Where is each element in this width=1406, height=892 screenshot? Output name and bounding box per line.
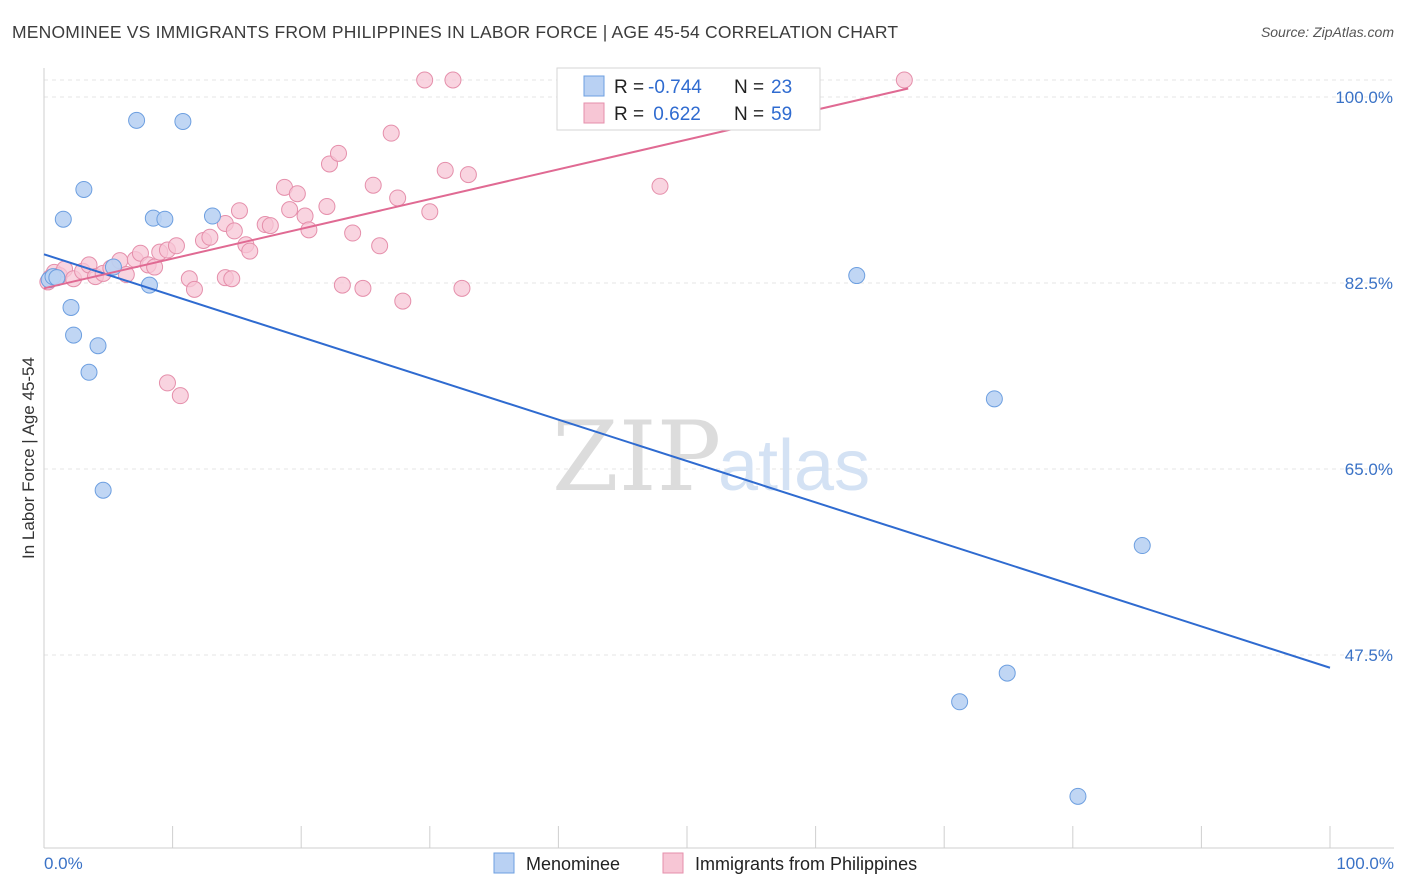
- philippines-point: [651, 177, 669, 195]
- menominee-point: [89, 337, 107, 355]
- philippines-point: [333, 276, 351, 294]
- y-tick-label: 65.0%: [1345, 460, 1393, 479]
- watermark-atlas: atlas: [718, 426, 870, 506]
- philippines-point: [421, 203, 439, 221]
- menominee-point: [80, 363, 98, 381]
- philippines-point: [344, 224, 362, 242]
- legend-r-label-1: R =: [614, 77, 644, 98]
- legend-r-value-2: 0.622: [648, 104, 701, 125]
- chart-title: MENOMINEE VS IMMIGRANTS FROM PHILIPPINES…: [12, 22, 899, 42]
- x-ticks: [43, 826, 1331, 848]
- menominee-point: [54, 210, 72, 228]
- menominee-point: [62, 298, 80, 316]
- menominee-point: [128, 111, 146, 129]
- philippines-point: [364, 176, 382, 194]
- y-tick-label: 47.5%: [1345, 646, 1393, 665]
- legend-swatch-menominee: [583, 75, 605, 97]
- y-tick-label: 100.0%: [1335, 88, 1393, 107]
- x-tick-label-max: 100.0%: [1336, 854, 1394, 873]
- philippines-point: [261, 217, 279, 235]
- y-axis-label: In Labor Force | Age 45-54: [19, 357, 38, 559]
- legend-n-value-1: 23: [771, 77, 792, 98]
- philippines-point: [223, 270, 241, 288]
- philippines-point: [131, 244, 149, 262]
- menominee-point: [848, 267, 866, 285]
- grid-lines: [44, 79, 1394, 656]
- philippines-point: [453, 279, 471, 297]
- philippines-point: [300, 221, 318, 239]
- legend-r-value-1: -0.744: [648, 77, 702, 98]
- philippines-point: [459, 166, 477, 184]
- menominee-point: [174, 112, 192, 130]
- series-legend: Menominee Immigrants from Philippines: [493, 852, 917, 874]
- philippines-point: [394, 292, 412, 310]
- bottom-legend-philippines: Immigrants from Philippines: [695, 854, 917, 874]
- y-tick-label: 82.5%: [1345, 274, 1393, 293]
- philippines-point: [444, 71, 462, 89]
- philippines-point: [354, 279, 372, 297]
- bottom-legend-menominee: Menominee: [526, 854, 620, 874]
- x-tick-label-min: 0.0%: [44, 854, 83, 873]
- philippines-point: [158, 374, 176, 392]
- bottom-legend-swatch-philippines: [662, 852, 684, 874]
- philippines-point: [329, 144, 347, 162]
- legend-r-label-2: R =: [614, 104, 644, 125]
- philippines-point: [281, 201, 299, 219]
- philippines-point: [185, 280, 203, 298]
- legend-swatch-philippines: [583, 102, 605, 124]
- menominee-points: [40, 111, 1151, 805]
- menominee-point: [951, 693, 969, 711]
- menominee-point: [156, 210, 174, 228]
- philippines-point: [389, 189, 407, 207]
- philippines-point: [171, 387, 189, 405]
- menominee-trend-line: [43, 253, 1331, 669]
- menominee-point: [203, 207, 221, 225]
- philippines-point: [167, 237, 185, 255]
- philippines-point: [201, 228, 219, 246]
- menominee-point: [998, 664, 1016, 682]
- menominee-point: [985, 390, 1003, 408]
- philippines-point: [318, 197, 336, 215]
- correlation-legend: R = -0.744 N = 23 R = 0.622 N = 59: [556, 67, 821, 131]
- legend-n-value-2: 59: [771, 104, 792, 125]
- axes: [43, 68, 1394, 849]
- trend-lines: [43, 87, 1331, 669]
- philippines-point: [241, 242, 259, 260]
- legend-n-label-1: N =: [734, 77, 764, 98]
- philippines-point: [230, 202, 248, 220]
- watermark-zip: ZIP: [552, 401, 721, 513]
- menominee-point: [1133, 537, 1151, 555]
- philippines-point: [225, 222, 243, 240]
- philippines-point: [416, 71, 434, 89]
- source-label: Source: ZipAtlas.com: [1260, 24, 1394, 40]
- philippines-point: [382, 124, 400, 142]
- legend-n-label-2: N =: [734, 104, 764, 125]
- bottom-legend-swatch-menominee: [493, 852, 515, 874]
- philippines-point: [436, 161, 454, 179]
- philippines-point: [895, 71, 913, 89]
- y-tick-labels: 100.0% 82.5% 65.0% 47.5%: [1335, 88, 1393, 665]
- menominee-point: [94, 481, 112, 499]
- philippines-point: [371, 237, 389, 255]
- menominee-point: [65, 326, 83, 344]
- menominee-point: [75, 180, 93, 198]
- watermark: ZIP atlas: [552, 401, 870, 513]
- menominee-point: [1069, 787, 1087, 805]
- philippines-point: [288, 185, 306, 203]
